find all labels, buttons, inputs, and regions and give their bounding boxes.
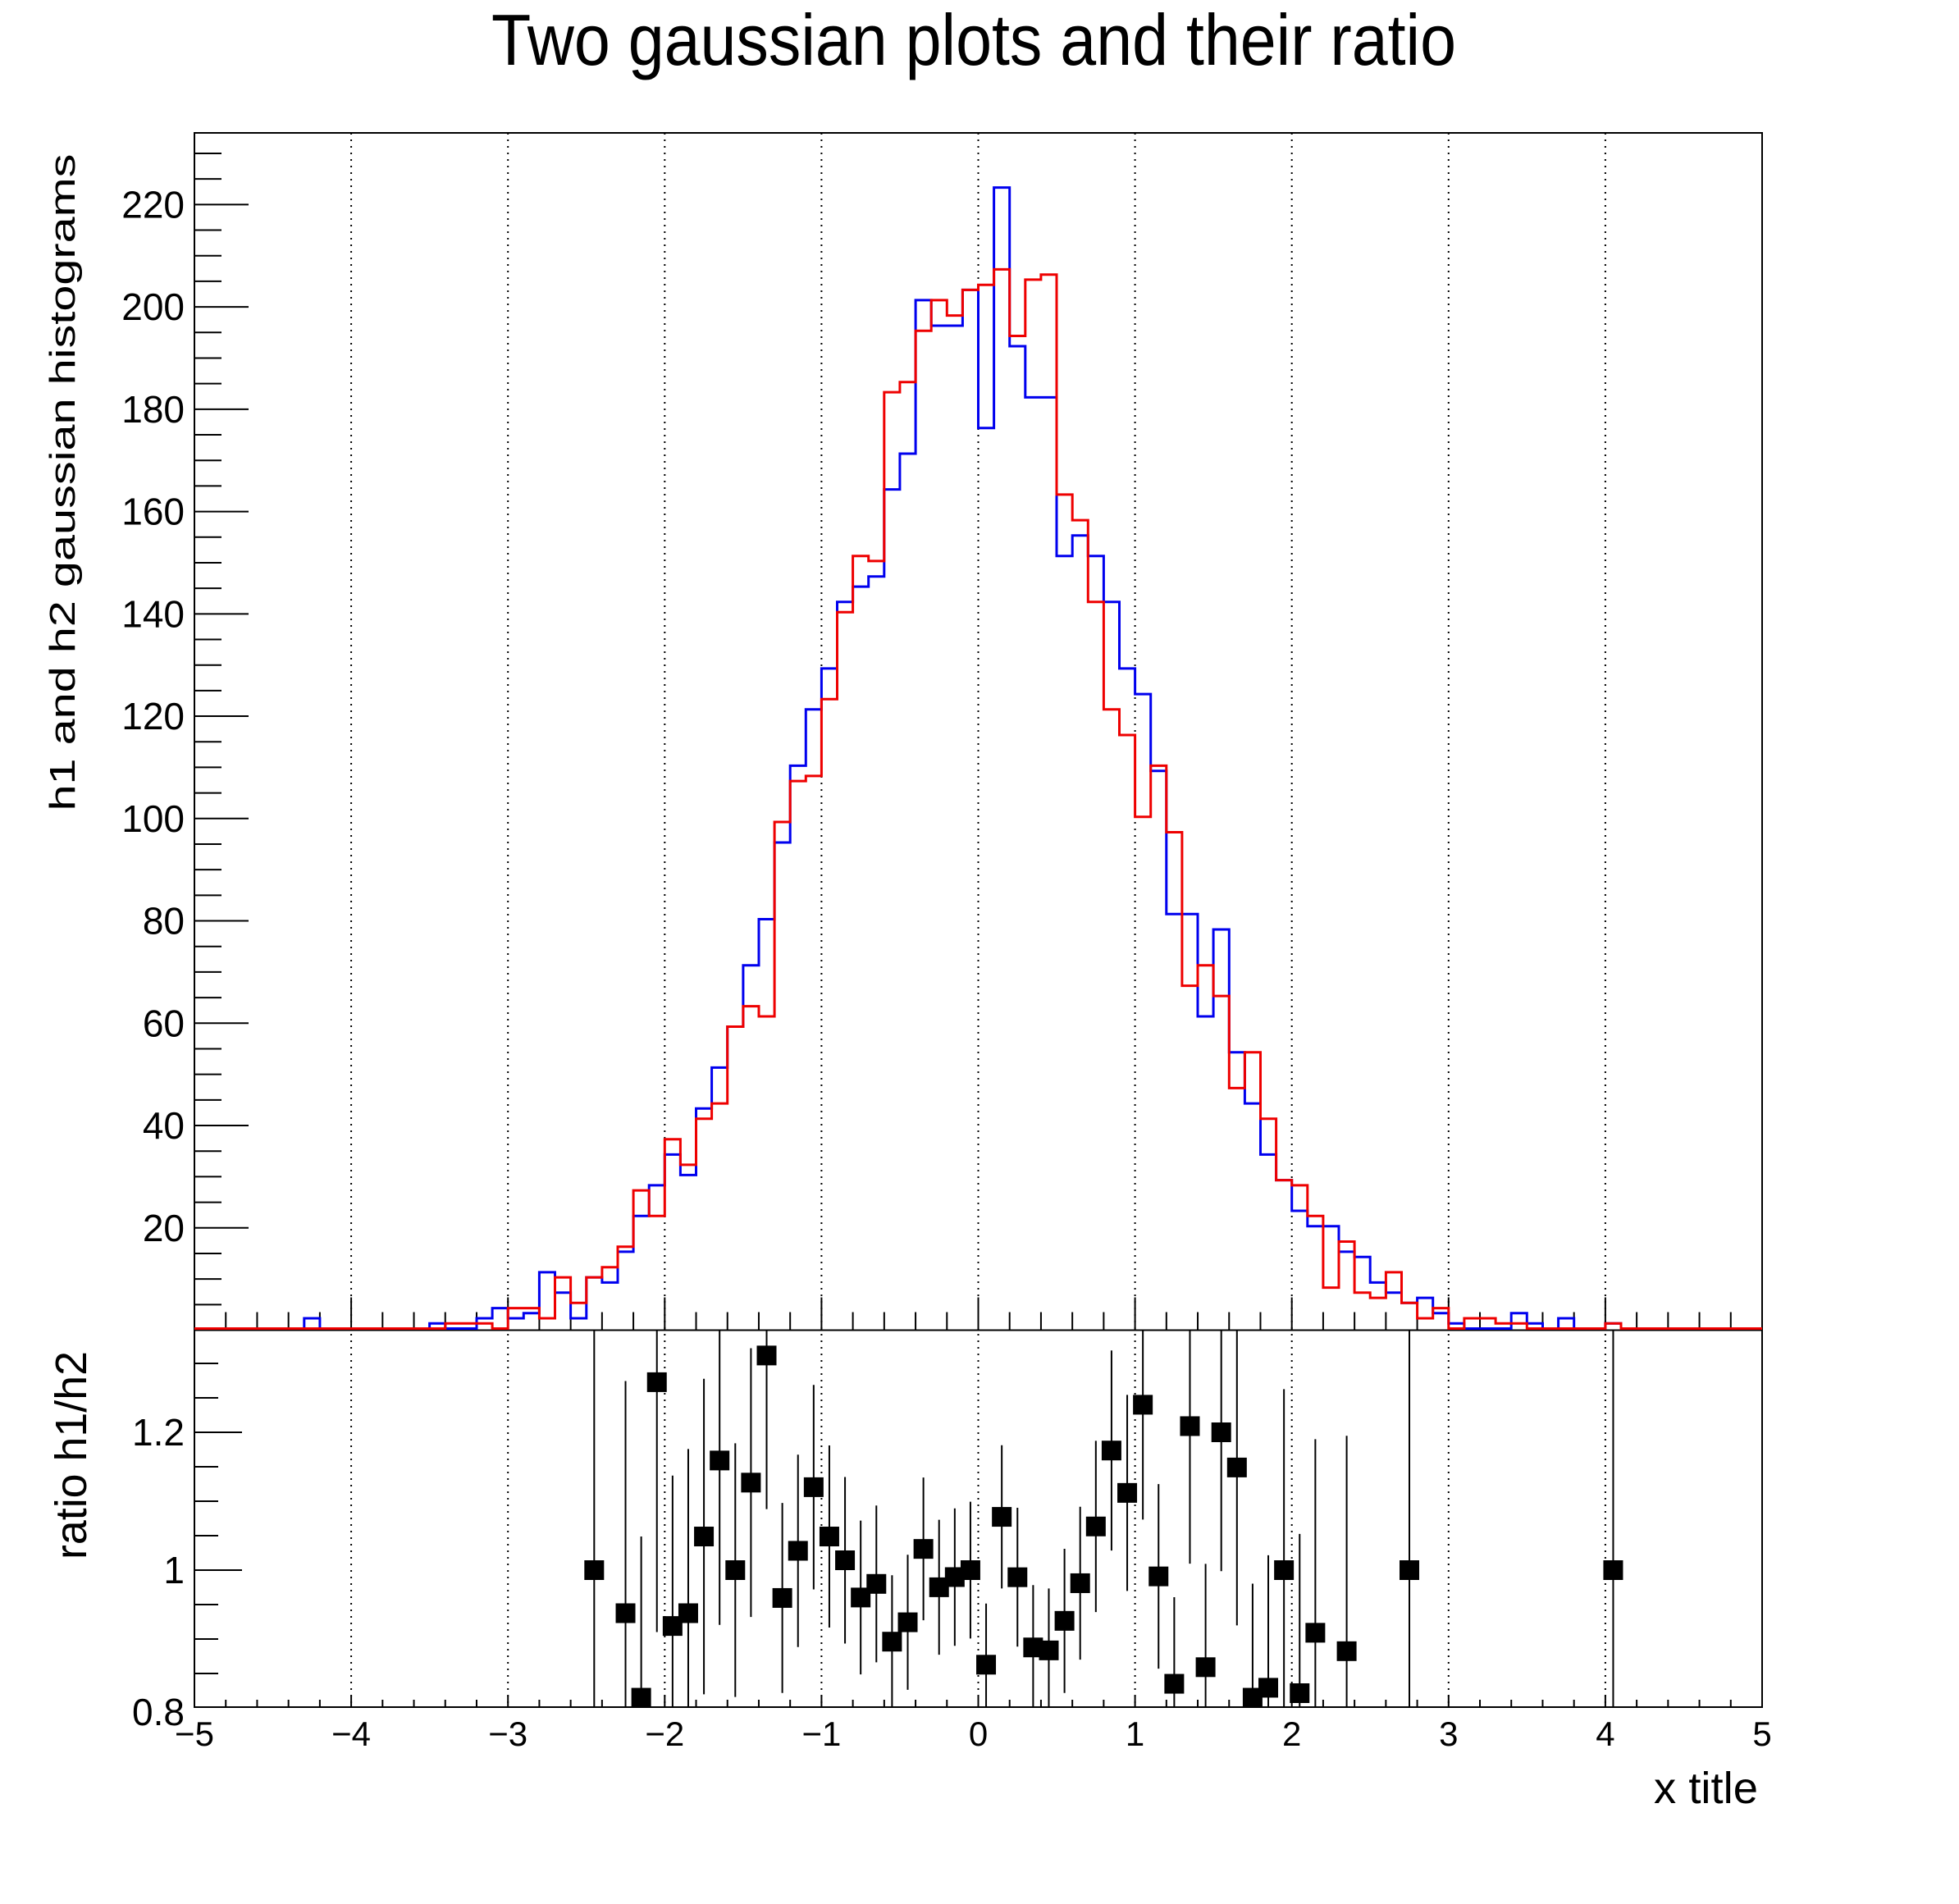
svg-text:220: 220 xyxy=(121,183,185,226)
svg-text:60: 60 xyxy=(143,1002,185,1044)
svg-text:x title: x title xyxy=(1654,1764,1758,1813)
svg-text:2: 2 xyxy=(1282,1715,1301,1753)
svg-text:180: 180 xyxy=(121,388,185,431)
svg-text:−2: −2 xyxy=(645,1715,684,1753)
svg-text:40: 40 xyxy=(143,1104,185,1147)
svg-text:160: 160 xyxy=(121,491,185,533)
svg-text:20: 20 xyxy=(143,1207,185,1249)
svg-text:3: 3 xyxy=(1439,1715,1458,1753)
svg-text:0: 0 xyxy=(969,1715,988,1753)
svg-text:Two gaussian plots and their r: Two gaussian plots and their ratio xyxy=(491,0,1456,80)
svg-text:120: 120 xyxy=(121,695,185,737)
svg-text:5: 5 xyxy=(1752,1715,1771,1753)
svg-text:1.2: 1.2 xyxy=(132,1411,185,1454)
svg-text:4: 4 xyxy=(1596,1715,1614,1753)
svg-text:−3: −3 xyxy=(488,1715,527,1753)
svg-text:1: 1 xyxy=(163,1549,185,1591)
svg-text:140: 140 xyxy=(121,592,185,635)
svg-text:80: 80 xyxy=(143,900,185,943)
svg-text:−1: −1 xyxy=(801,1715,841,1753)
svg-text:100: 100 xyxy=(121,797,185,840)
svg-text:−4: −4 xyxy=(331,1715,371,1753)
svg-text:1: 1 xyxy=(1126,1715,1144,1753)
svg-text:−5: −5 xyxy=(175,1715,214,1753)
svg-text:ratio h1/h2: ratio h1/h2 xyxy=(47,1351,96,1559)
svg-text:200: 200 xyxy=(121,285,185,328)
svg-text:0.8: 0.8 xyxy=(132,1691,185,1733)
svg-text:h1 and h2 gaussian histograms: h1 and h2 gaussian histograms xyxy=(43,154,83,811)
